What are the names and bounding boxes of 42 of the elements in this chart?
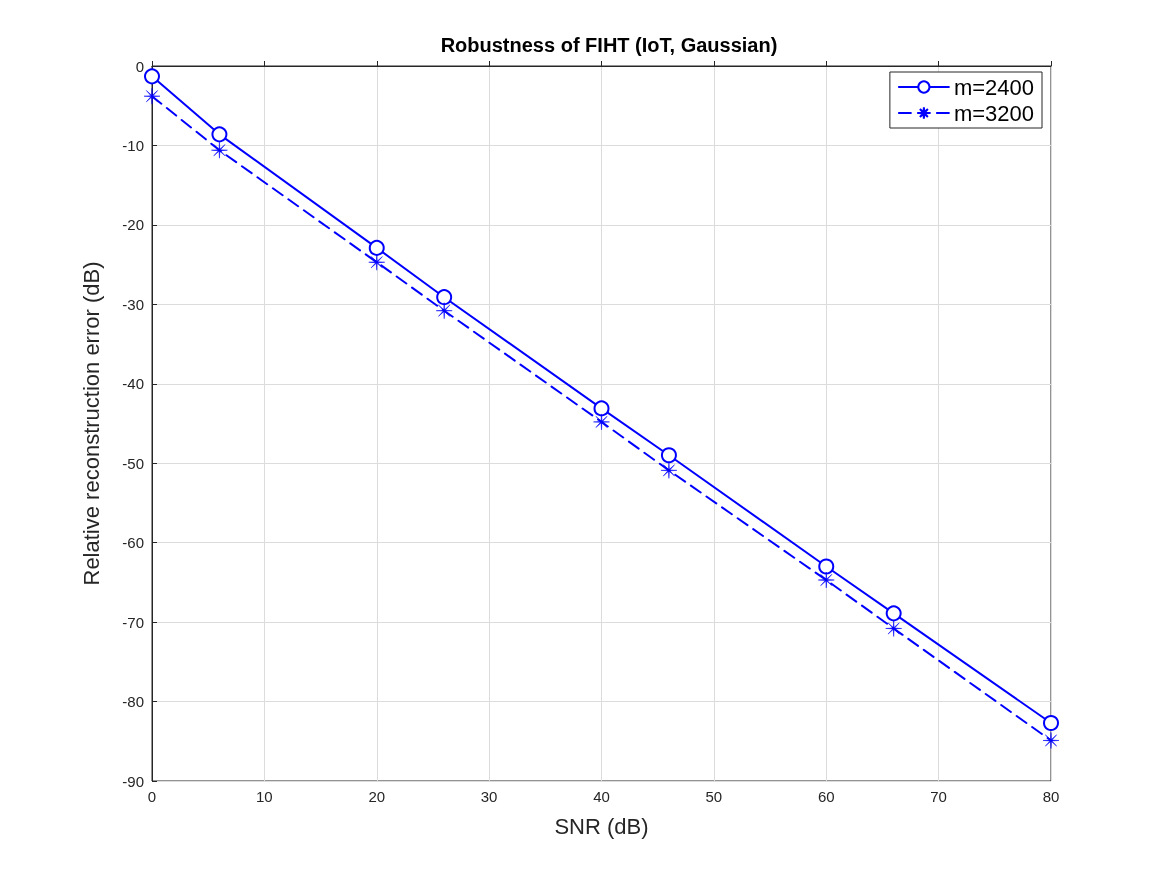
point [368,239,385,256]
x-tick-label: 0 [147,788,157,805]
point [1043,715,1059,731]
y-tick-label: -50 [122,454,144,472]
point [368,253,385,271]
x-tick-label: 20 [368,788,386,805]
legend-label: m=2400 [953,74,1035,100]
point [436,289,453,306]
y-tick-label: -30 [122,295,144,313]
x-tick-label: 50 [705,788,723,805]
point [818,571,835,589]
point [660,462,678,479]
point [593,400,610,417]
y-tick-label: 0 [135,57,144,75]
point [885,620,902,637]
point [593,413,610,431]
y-tick-label: -80 [122,693,144,711]
point [818,558,835,575]
point [660,447,677,464]
point [211,126,228,143]
chart-title: Robustness of FIHT (IoT, Gaussian) [440,34,778,56]
legend-label: m=3200 [953,100,1035,126]
point [885,605,902,622]
x-axis-title: SNR (dB) [554,813,649,839]
x-tick-label: 70 [930,788,947,805]
point [1042,732,1060,749]
point [435,302,453,319]
point [211,141,228,159]
x-tick-label: 80 [1042,788,1060,805]
y-tick-label: -10 [122,136,144,154]
y-axis-title: Relative reconstruction error (dB) [78,261,104,586]
x-tick-label: 10 [256,788,273,805]
x-tick-label: 40 [593,788,610,805]
point [144,68,160,85]
y-tick-label: -70 [122,613,144,631]
x-tick-label: 30 [480,788,498,805]
y-tick-label: -20 [122,216,144,234]
y-tick-label: -60 [122,534,144,552]
x-tick-label: 60 [817,788,835,805]
point [143,87,161,105]
y-tick-label: -90 [122,772,144,790]
y-tick-label: -40 [122,375,144,393]
